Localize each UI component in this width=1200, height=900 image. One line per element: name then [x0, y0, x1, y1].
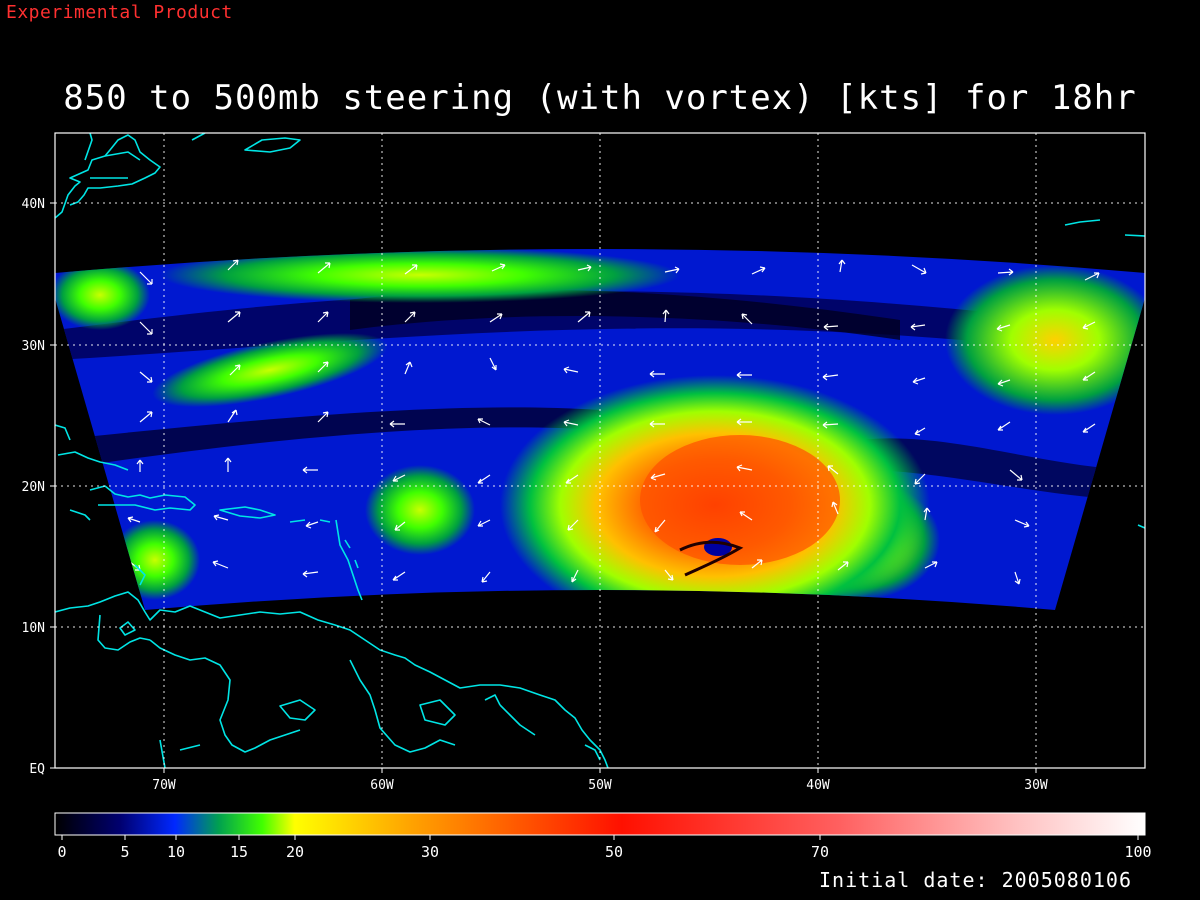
- colorbar-label: 100: [1124, 843, 1151, 861]
- colorbar-label: 30: [421, 843, 439, 861]
- chart-title: 850 to 500mb steering (with vortex) [kts…: [63, 78, 1137, 118]
- lat-label: 10N: [22, 621, 45, 636]
- gridlines: [55, 133, 1145, 768]
- lon-label: 50W: [588, 778, 612, 793]
- lat-label: EQ: [29, 762, 45, 777]
- colorbar-label: 50: [605, 843, 623, 861]
- steering-vectors: [127, 259, 1100, 585]
- lon-label: 70W: [152, 778, 176, 793]
- colorbar-label: 5: [120, 843, 129, 861]
- steering-field: [55, 249, 1145, 610]
- lon-label: 60W: [370, 778, 394, 793]
- lat-label: 40N: [22, 197, 45, 212]
- colorbar-label: 20: [286, 843, 304, 861]
- lat-label: 30N: [22, 339, 45, 354]
- initial-date: Initial date: 2005080106: [819, 868, 1132, 892]
- colorbar-label: 15: [230, 843, 248, 861]
- axis-ticks: [50, 202, 1037, 773]
- lon-label: 40W: [806, 778, 830, 793]
- coastlines: [55, 133, 1145, 768]
- lat-labels: EQ 10N 20N 30N 40N: [22, 197, 46, 777]
- colorbar-label: 10: [167, 843, 185, 861]
- lat-label: 20N: [22, 480, 45, 495]
- colorbar-gradient: [54, 812, 1146, 836]
- product-label: Experimental Product: [6, 2, 233, 23]
- lon-labels: 70W 60W 50W 40W 30W: [152, 778, 1048, 793]
- lon-label: 30W: [1024, 778, 1048, 793]
- colorbar: 0 5 10 15 20 30 50 70 100: [54, 812, 1152, 861]
- colorbar-label: 0: [57, 843, 66, 861]
- colorbar-label: 70: [811, 843, 829, 861]
